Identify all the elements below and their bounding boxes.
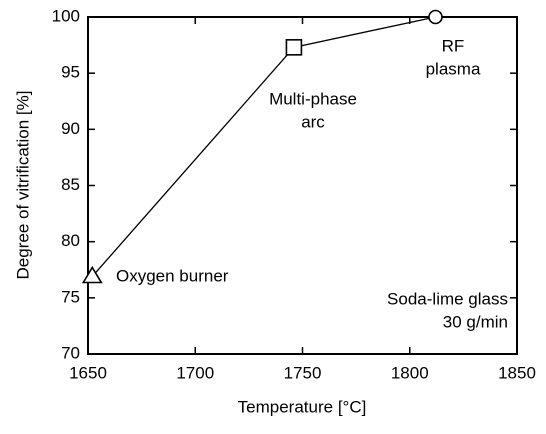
- annotation: arc: [301, 112, 325, 131]
- marker: [285, 39, 303, 56]
- x-tick-label: 1850: [498, 363, 536, 382]
- y-tick-label: 80: [61, 231, 80, 250]
- x-tick-label: 1800: [391, 363, 429, 382]
- annotation: plasma: [426, 59, 481, 78]
- x-axis-label: Temperature [°C]: [238, 397, 367, 416]
- y-tick-label: 100: [52, 6, 80, 25]
- annotation: Multi-phase: [269, 89, 357, 108]
- y-tick-label: 85: [61, 175, 80, 194]
- marker: [81, 265, 103, 284]
- y-tick-label: 70: [61, 343, 80, 362]
- x-tick-label: 1750: [284, 363, 322, 382]
- annotation: Soda-lime glass: [387, 289, 508, 308]
- y-tick-label: 95: [61, 63, 80, 82]
- y-tick-label: 75: [61, 287, 80, 306]
- series-line: [91, 16, 436, 277]
- annotation: 30 g/min: [443, 312, 508, 331]
- x-tick-label: 1700: [176, 363, 214, 382]
- annotation: RF: [442, 36, 465, 55]
- y-axis-label: Degree of vitrification [%]: [13, 91, 32, 280]
- annotation: Oxygen burner: [116, 266, 229, 285]
- x-tick-label: 1650: [69, 363, 107, 382]
- y-tick-label: 90: [61, 119, 80, 138]
- marker: [428, 9, 443, 25]
